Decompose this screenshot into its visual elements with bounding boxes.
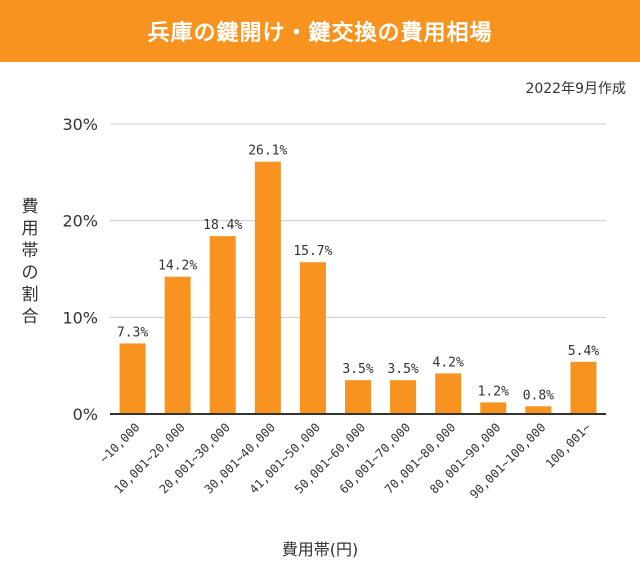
y-tick-label: 10% <box>62 308 98 327</box>
creation-date: 2022年9月作成 <box>525 81 626 97</box>
bar <box>209 236 236 414</box>
title-banner: 兵庫の鍵開け・鍵交換の費用相場 <box>0 0 640 62</box>
y-tick-label: 0% <box>73 405 98 424</box>
bar <box>525 406 552 414</box>
y-tick-label: 20% <box>62 212 98 231</box>
value-label: 1.2% <box>478 384 509 399</box>
value-label: 3.5% <box>342 362 373 377</box>
value-label: 4.2% <box>433 355 464 370</box>
bar <box>299 262 326 414</box>
category-label: 90,001~100,000 <box>467 420 548 501</box>
value-label: 18.4% <box>203 218 242 233</box>
bar <box>480 402 507 414</box>
value-label: 0.8% <box>523 388 554 403</box>
bar <box>390 380 417 414</box>
value-label: 3.5% <box>387 362 418 377</box>
value-label: 5.4% <box>568 344 599 359</box>
x-axis-title: 費用帯(円) <box>281 540 359 559</box>
bar <box>119 343 146 414</box>
bar <box>570 361 597 414</box>
y-tick-label: 30% <box>62 115 98 134</box>
bar <box>254 161 281 414</box>
chart-title: 兵庫の鍵開け・鍵交換の費用相場 <box>147 21 493 46</box>
bar <box>345 380 371 414</box>
bar <box>435 373 462 414</box>
value-label: 14.2% <box>158 259 197 274</box>
y-axis-title: 費用帯の割合 <box>21 197 39 327</box>
bar <box>164 276 191 414</box>
category-label: ~10,000 <box>97 420 143 466</box>
value-label: 15.7% <box>293 244 332 259</box>
value-label: 26.1% <box>248 144 287 159</box>
category-label: 100,001~ <box>543 420 594 471</box>
value-label: 7.3% <box>117 325 148 340</box>
